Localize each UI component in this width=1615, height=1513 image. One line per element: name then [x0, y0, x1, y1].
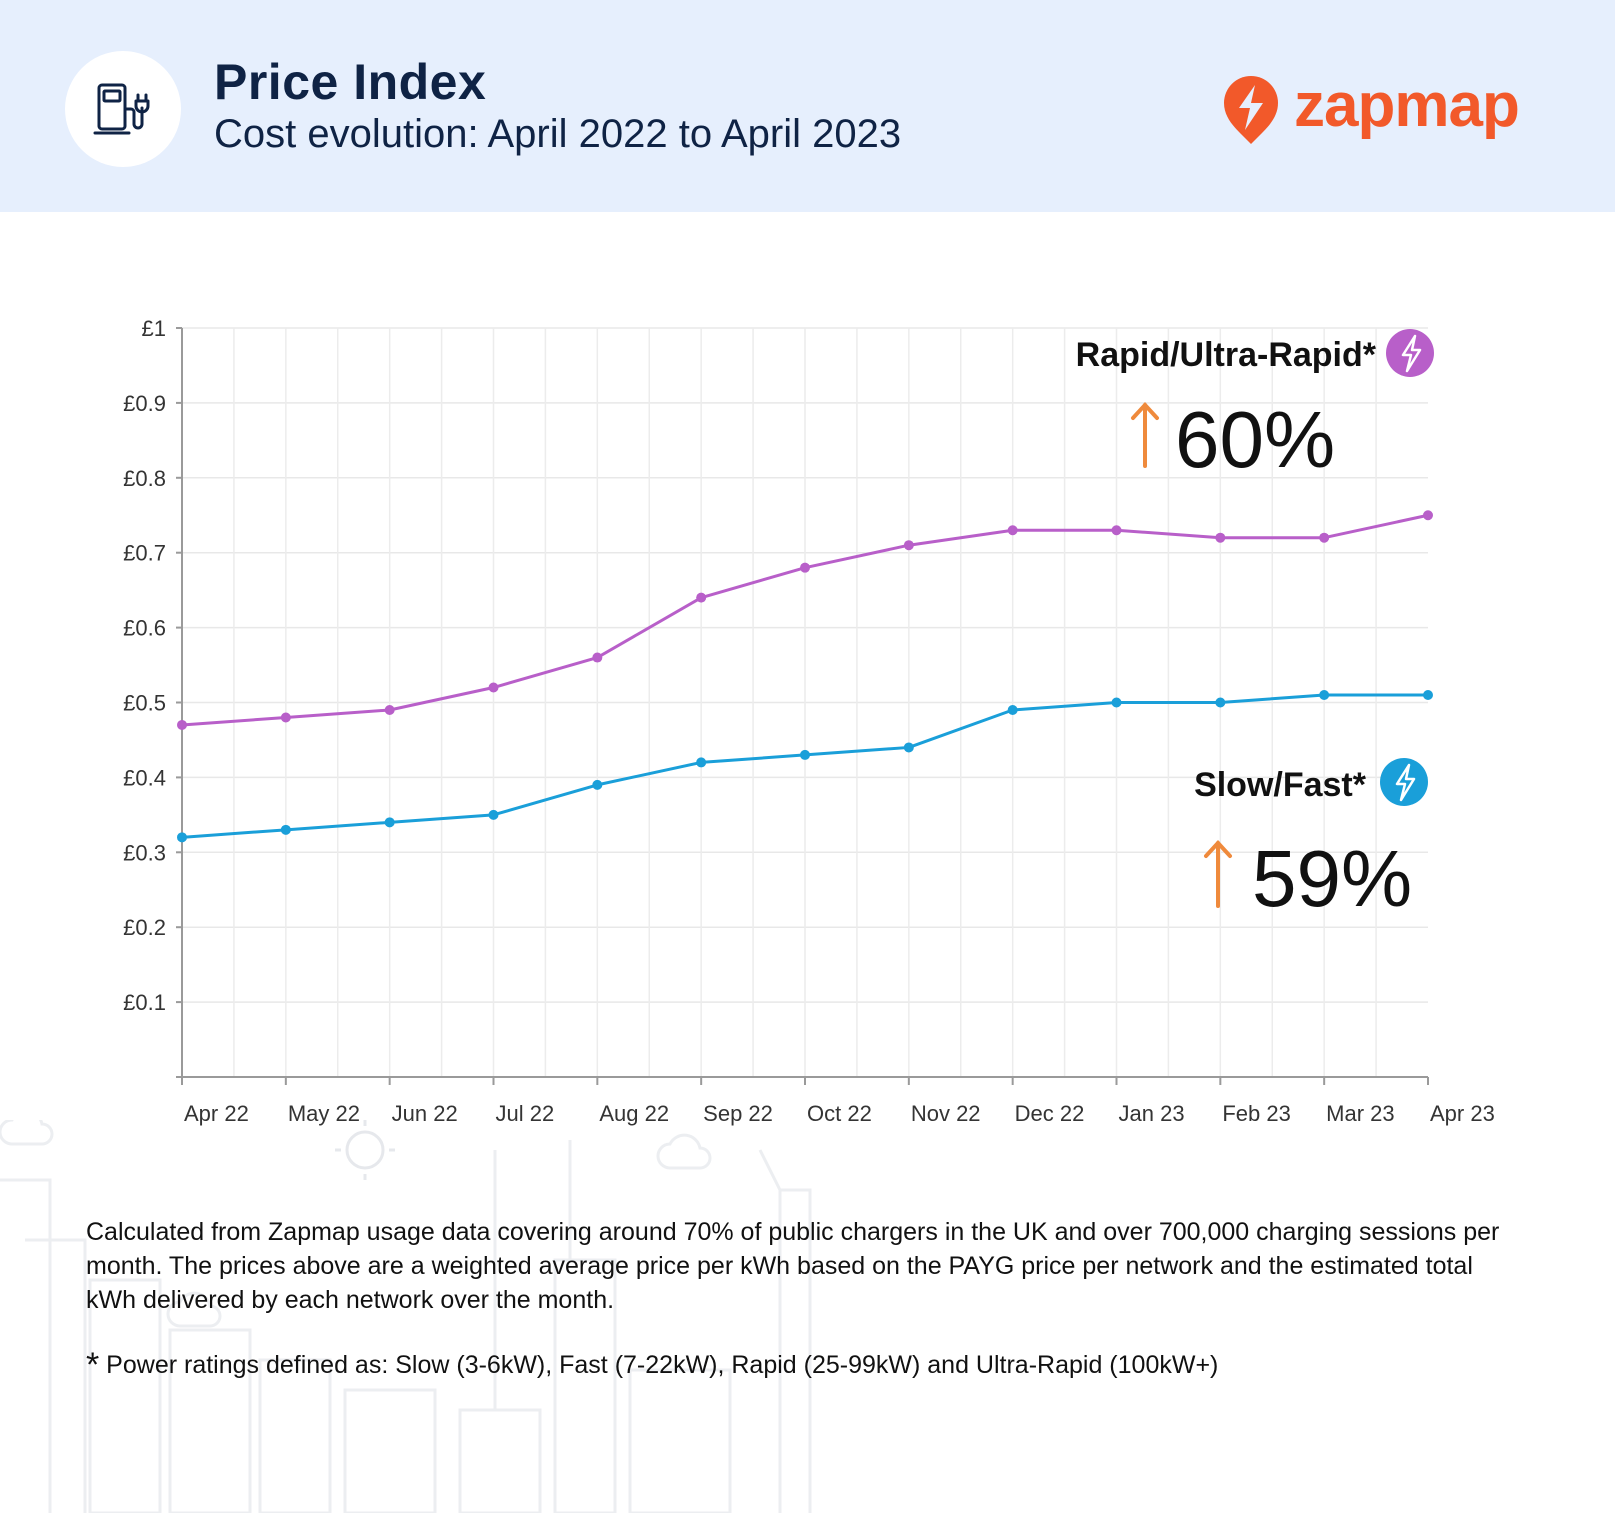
rapid-data-point: [592, 652, 603, 663]
slow-data-point: [903, 742, 914, 753]
y-tick-label: £0.7: [123, 541, 166, 566]
slow-data-point: [800, 749, 810, 760]
rapid-data-point: [1111, 525, 1122, 536]
x-tick-label: Jan 23: [1119, 1101, 1185, 1126]
slow-data-point: [177, 832, 187, 843]
ev-charger-icon: [93, 83, 150, 135]
y-tick-label: £1: [142, 316, 166, 341]
x-tick-label: Apr 23: [1430, 1101, 1495, 1126]
header-banner: Price Index Cost evolution: April 2022 t…: [0, 0, 1615, 212]
brand-name: zapmap: [1294, 71, 1520, 140]
rapid-series-annotation: Rapid/Ultra-Rapid* 60%: [1076, 329, 1434, 484]
page-title: Price Index: [214, 54, 487, 110]
y-tick-label: £0.1: [123, 990, 166, 1015]
page-subtitle: Cost evolution: April 2022 to April 2023: [214, 112, 902, 156]
slow-series-annotation: Slow/Fast* 59%: [1194, 758, 1428, 923]
methodology-note: Calculated from Zapmap usage data coveri…: [86, 1218, 1500, 1314]
x-tick-label: May 22: [288, 1101, 360, 1126]
y-tick-label: £0.6: [123, 616, 166, 641]
rapid-data-point: [1215, 532, 1226, 543]
y-tick-label: £0.4: [123, 765, 166, 790]
header-icon-badge: [65, 51, 181, 167]
footnote-marker: *: [86, 1346, 100, 1384]
x-tick-label: Jul 22: [496, 1101, 555, 1126]
x-tick-label: Sep 22: [703, 1101, 773, 1126]
slow-data-point: [1111, 697, 1122, 708]
y-axis-labels: £0.1 £0.2 £0.3 £0.4 £0.5 £0.6 £0.7 £0.8 £0.9 £1: [123, 316, 166, 1015]
y-tick-label: £0.3: [123, 840, 166, 865]
x-tick-label: Dec 22: [1015, 1101, 1085, 1126]
series-points: [177, 510, 1433, 843]
zap-logo-icon: [1224, 76, 1278, 144]
city-skyline-illustration: [0, 1120, 812, 1513]
slow-series-label: Slow/Fast*: [1194, 766, 1367, 804]
rapid-data-point: [1319, 532, 1330, 543]
slow-change-value: 59%: [1252, 834, 1412, 923]
price-index-chart: £0.1 £0.2 £0.3 £0.4 £0.5 £0.6 £0.7 £0.8 £0.9 £1 A…: [123, 316, 1495, 1126]
rapid-data-point: [696, 592, 707, 603]
y-tick-label: £0.8: [123, 466, 166, 491]
x-axis-labels: Apr 22 May 22 Jun 22 Jul 22 Aug 22 Sep 22 Oct …: [184, 1101, 1495, 1126]
slow-bolt-icon: [1380, 758, 1428, 806]
rapid-data-point: [384, 704, 395, 715]
x-tick-label: Mar 23: [1326, 1101, 1394, 1126]
slow-data-point: [1007, 704, 1018, 715]
x-tick-label: Nov 22: [911, 1101, 981, 1126]
y-tick-label: £0.5: [123, 691, 166, 716]
chart-axes: [176, 327, 1429, 1085]
y-tick-label: £0.2: [123, 915, 166, 940]
rapid-data-point: [177, 719, 187, 730]
x-tick-label: Oct 22: [807, 1101, 872, 1126]
rapid-data-point: [1423, 510, 1433, 521]
slow-increase-arrow-icon: [1204, 840, 1232, 908]
rapid-data-point: [800, 562, 810, 573]
x-tick-label: Aug 22: [599, 1101, 669, 1126]
slow-data-point: [488, 809, 499, 820]
x-tick-label: Feb 23: [1222, 1101, 1291, 1126]
x-tick-label: Jun 22: [392, 1101, 458, 1126]
rapid-bolt-icon: [1386, 329, 1434, 377]
rapid-series-label: Rapid/Ultra-Rapid*: [1076, 336, 1377, 374]
rapid-data-point: [903, 540, 914, 551]
x-tick-label: Apr 22: [184, 1101, 249, 1126]
slow-data-point: [384, 817, 395, 828]
footnote-text: Power ratings defined as: Slow (3-6kW), …: [99, 1351, 1219, 1379]
slow-data-point: [1319, 690, 1330, 701]
rapid-data-point: [488, 682, 499, 693]
rapid-data-point: [1007, 525, 1018, 536]
slow-data-point: [592, 779, 603, 790]
slow-data-point: [1215, 697, 1226, 708]
slow-data-point: [696, 757, 707, 768]
slow-data-point: [1423, 690, 1433, 701]
slow-data-point: [280, 824, 291, 835]
rapid-data-point: [280, 712, 291, 723]
power-ratings-footnote: * Power ratings defined as: Slow (3-6kW)…: [86, 1348, 1526, 1382]
rapid-change-value: 60%: [1175, 395, 1335, 484]
rapid-increase-arrow-icon: [1131, 402, 1159, 468]
y-tick-label: £0.9: [123, 391, 166, 416]
